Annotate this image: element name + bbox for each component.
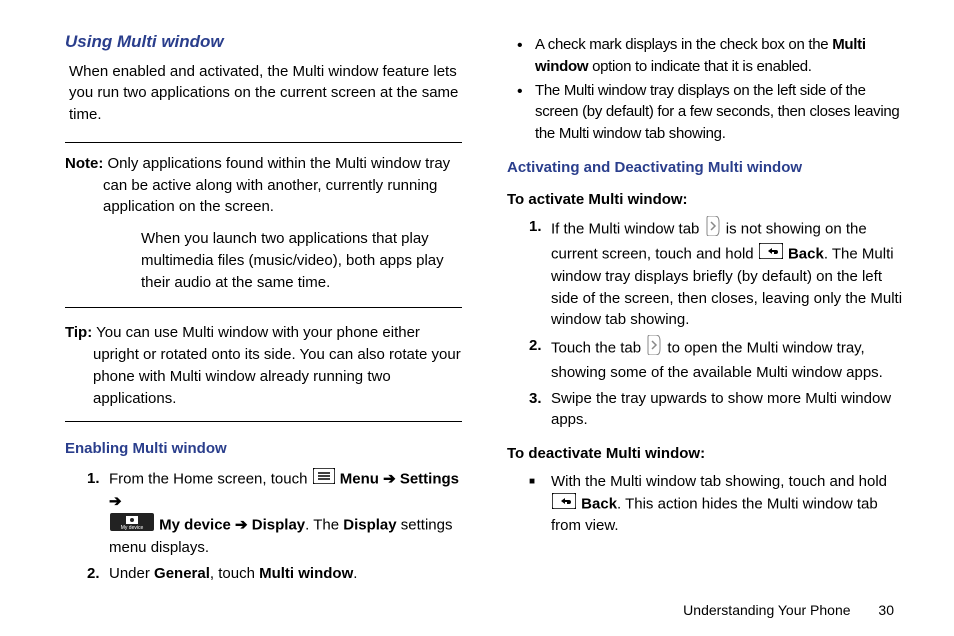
divider <box>65 421 462 422</box>
subsection-title: Activating and Deactivating Multi window <box>507 157 904 179</box>
step-number: 2. <box>529 335 542 357</box>
bullet-text: The Multi window tray displays on the le… <box>535 82 899 143</box>
menu-icon <box>313 468 335 491</box>
step-text: . The <box>305 516 343 533</box>
tab-icon <box>646 335 662 362</box>
procedure-label: To deactivate Multi window: <box>507 443 904 465</box>
page-body: Using Multi window When enabled and acti… <box>0 0 954 590</box>
page-footer: Understanding Your Phone 30 <box>683 602 894 618</box>
step-text: Swipe the tray upwards to show more Mult… <box>551 390 891 429</box>
bullet-list: A check mark displays in the check box o… <box>517 32 904 147</box>
note-text-2: When you launch two applications that pl… <box>141 228 462 293</box>
subsection-title: Enabling Multi window <box>65 438 462 460</box>
step-number: 1. <box>529 216 542 238</box>
enable-steps: 1. From the Home screen, touch Menu ➔ Se… <box>87 464 462 589</box>
divider <box>65 307 462 308</box>
tip-label: Tip: <box>65 324 92 341</box>
note-block: Note: Only applications found within the… <box>65 153 462 298</box>
activate-steps: 1. If the Multi window tab is not showin… <box>529 212 904 435</box>
step-text: , touch <box>210 565 259 582</box>
tip-block: Tip: You can use Multi window with your … <box>65 322 462 409</box>
step-text: From the Home screen, touch <box>109 470 312 487</box>
tip-text: You can use Multi window with your phone… <box>93 324 461 406</box>
footer-section: Understanding Your Phone <box>683 602 850 618</box>
step-bold: Back <box>788 245 824 262</box>
step-bold: Back <box>581 495 617 512</box>
step-text: Under <box>109 565 154 582</box>
step-bold: Display <box>343 516 396 533</box>
step-number: 3. <box>529 388 542 410</box>
intro-paragraph: When enabled and activated, the Multi wi… <box>69 61 462 126</box>
list-item: A check mark displays in the check box o… <box>517 34 904 78</box>
bullet-text: option to indicate that it is enabled. <box>588 58 811 75</box>
note-text-1: Only applications found within the Multi… <box>103 155 450 216</box>
list-item: With the Multi window tab showing, touch… <box>529 471 904 537</box>
list-item: 3. Swipe the tray upwards to show more M… <box>529 388 904 432</box>
svg-text:My device: My device <box>121 525 144 531</box>
page-number: 30 <box>878 602 894 618</box>
step-number: 1. <box>87 468 100 490</box>
step-text: . <box>353 565 357 582</box>
back-icon <box>552 493 576 516</box>
list-item: 1. If the Multi window tab is not showin… <box>529 216 904 331</box>
section-title: Using Multi window <box>65 30 462 55</box>
list-item: The Multi window tray displays on the le… <box>517 80 904 145</box>
list-item: 1. From the Home screen, touch Menu ➔ Se… <box>87 468 462 559</box>
tab-icon <box>705 216 721 243</box>
step-bold: General <box>154 565 210 582</box>
step-bold: My device ➔ Display <box>159 516 305 533</box>
step-text: If the Multi window tab <box>551 221 704 238</box>
step-text: With the Multi window tab showing, touch… <box>551 473 887 490</box>
step-bold: Multi window <box>259 565 353 582</box>
right-column: A check mark displays in the check box o… <box>507 30 904 570</box>
deactivate-steps: With the Multi window tab showing, touch… <box>529 467 904 541</box>
mydevice-icon: My device <box>110 513 154 538</box>
step-number: 2. <box>87 563 100 585</box>
divider <box>65 142 462 143</box>
procedure-label: To activate Multi window: <box>507 189 904 211</box>
list-item: 2. Under General, touch Multi window. <box>87 563 462 585</box>
bullet-text: A check mark displays in the check box o… <box>535 36 832 53</box>
note-label: Note: <box>65 155 103 172</box>
step-text: Touch the tab <box>551 339 645 356</box>
list-item: 2. Touch the tab to open the Multi windo… <box>529 335 904 384</box>
left-column: Using Multi window When enabled and acti… <box>65 30 462 570</box>
back-icon <box>759 243 783 266</box>
